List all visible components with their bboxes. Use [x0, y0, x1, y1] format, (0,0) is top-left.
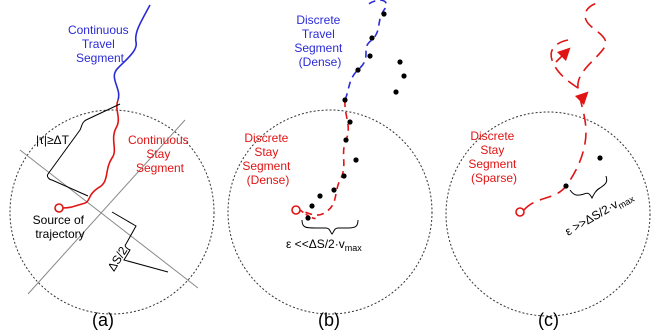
caption-b: (b)	[318, 310, 340, 330]
sample-point	[341, 173, 347, 179]
source-marker	[54, 203, 64, 213]
tau-label: |τ|≥ΔT	[36, 133, 70, 147]
caption-a: (a)	[92, 310, 114, 330]
sample-point	[397, 59, 403, 65]
axis-line	[27, 119, 186, 295]
travel-label: Continuous Travel Segment	[68, 23, 132, 65]
sample-point	[367, 53, 373, 59]
epsilon-label: ε >>ΔS/2·vmax	[563, 188, 637, 240]
stay-path-return	[299, 209, 319, 220]
sample-points	[305, 11, 407, 221]
sample-point	[343, 137, 349, 143]
sample-points	[563, 155, 603, 189]
range-circle	[445, 111, 651, 317]
delta-brace	[111, 211, 169, 273]
epsilon-brace	[301, 219, 359, 235]
sample-point	[353, 157, 359, 163]
travel-path	[344, 0, 388, 101]
epsilon-label: ε <<ΔS/2·vmax	[286, 237, 362, 253]
source-marker	[515, 207, 525, 217]
range-circle	[227, 109, 433, 315]
stay-arrow-mid	[574, 91, 589, 106]
panel-c: Discrete Stay Segment (Sparse) ε >>ΔS/2·…	[445, 1, 651, 330]
sample-point	[317, 193, 323, 199]
source-marker	[291, 205, 301, 215]
caption-c: (c)	[538, 310, 559, 330]
stay-curve	[61, 99, 120, 209]
travel-label: Discrete Travel Segment (Dense)	[294, 13, 345, 69]
travel-curve	[113, 4, 151, 101]
sample-point	[309, 203, 315, 209]
tau-brace	[47, 103, 121, 197]
sample-point	[347, 119, 353, 125]
sample-point	[401, 73, 407, 79]
sample-point	[597, 155, 603, 161]
sample-point	[342, 97, 348, 103]
stay-arrow-top	[555, 47, 571, 63]
range-circle	[9, 109, 215, 315]
stay-path	[523, 1, 607, 211]
sample-point	[563, 183, 569, 189]
sample-point	[381, 11, 387, 17]
stay-label: Discrete Stay Segment (Sparse)	[468, 129, 519, 185]
panel-b: Discrete Travel Segment (Dense) Discrete…	[227, 0, 433, 330]
stay-label: Discrete Stay Segment (Dense)	[242, 131, 293, 187]
sample-point	[331, 187, 337, 193]
sample-point	[393, 89, 399, 95]
stay-label: Continuous Stay Segment	[128, 133, 192, 175]
stay-path-loop	[550, 39, 579, 89]
sample-point	[355, 67, 361, 73]
epsilon-brace	[569, 175, 608, 200]
sample-point	[305, 215, 311, 221]
axis-line	[19, 149, 199, 289]
source-label: Source of trajectory	[33, 213, 88, 241]
stay-path	[299, 99, 350, 216]
panel-a: Continuous Travel Segment Continuous Sta…	[9, 4, 215, 330]
sample-point	[369, 35, 375, 41]
